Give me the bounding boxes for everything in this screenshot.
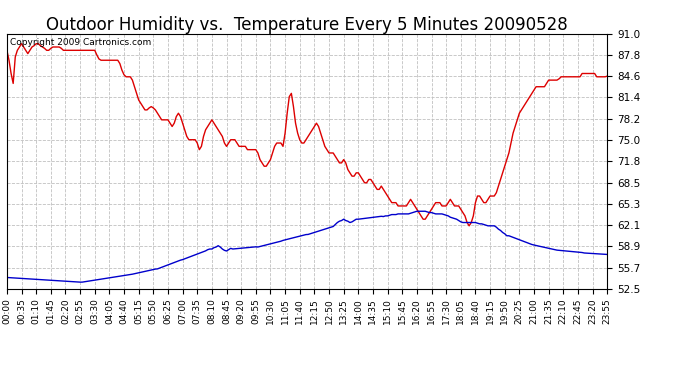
Title: Outdoor Humidity vs.  Temperature Every 5 Minutes 20090528: Outdoor Humidity vs. Temperature Every 5…: [46, 16, 568, 34]
Text: Copyright 2009 Cartronics.com: Copyright 2009 Cartronics.com: [10, 38, 151, 46]
